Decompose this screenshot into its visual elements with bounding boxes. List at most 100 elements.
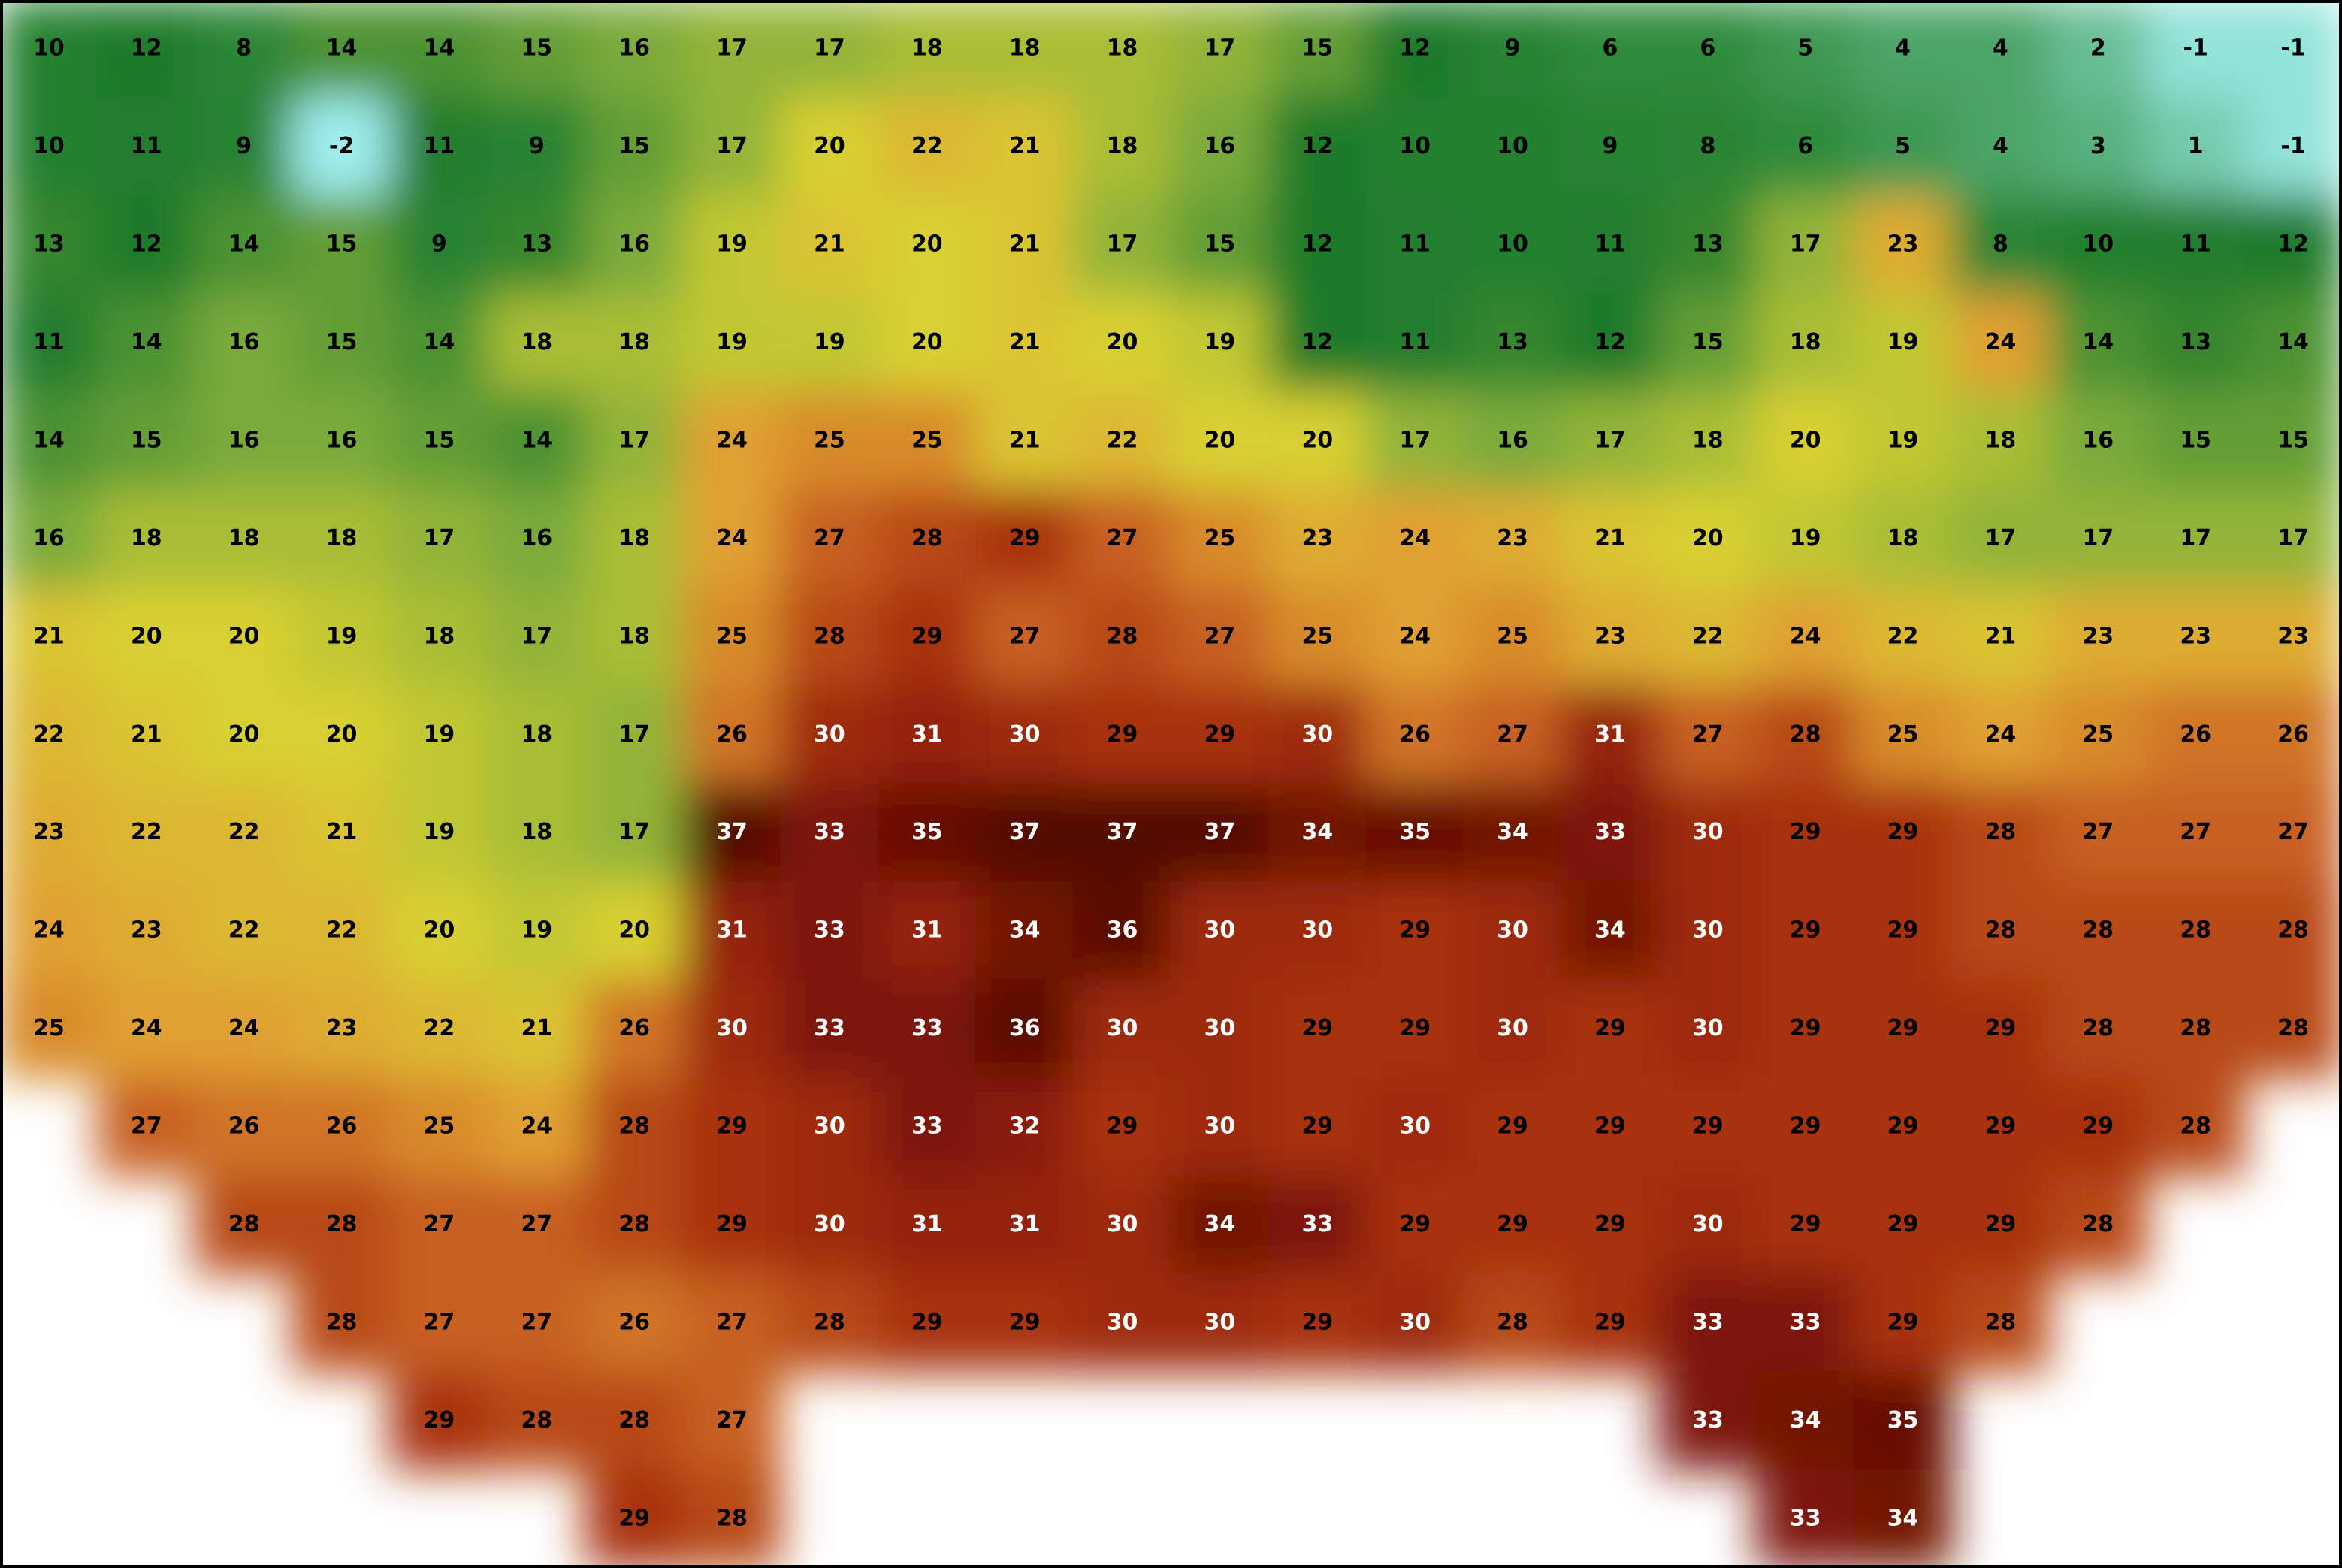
temperature-label: 30	[1692, 1015, 1724, 1041]
temperature-label: 15	[521, 35, 552, 62]
temperature-label: -1	[2280, 133, 2305, 159]
temperature-cell	[2146, 0, 2246, 99]
temperature-label: 17	[2180, 525, 2211, 551]
temperature-label: 17	[1107, 231, 1138, 258]
temperature-label: 29	[618, 1505, 650, 1531]
temperature-cell	[389, 783, 489, 883]
temperature-label: 30	[716, 1015, 748, 1041]
temperature-cell	[975, 1175, 1074, 1275]
temperature-label: 18	[1985, 427, 2017, 453]
temperature-cell	[1072, 881, 1172, 981]
temperature-cell	[877, 195, 977, 295]
temperature-cell	[1658, 489, 1757, 589]
temperature-label: 34	[1009, 917, 1041, 944]
temperature-cell	[1658, 979, 1757, 1079]
temperature-label: 11	[2180, 231, 2211, 258]
temperature-cell	[194, 489, 294, 589]
temperature-cell	[389, 1077, 489, 1177]
temperature-cell	[96, 391, 196, 491]
temperature-label: 23	[131, 917, 162, 944]
temperature-label: 18	[1107, 133, 1138, 159]
temperature-cell	[1072, 489, 1172, 589]
temperature-label: 17	[2277, 525, 2309, 551]
temperature-cell	[1170, 1273, 1270, 1373]
temperature-cell	[292, 1077, 391, 1177]
temperature-label: 12	[2277, 231, 2309, 258]
temperature-label: 20	[424, 917, 455, 944]
temperature-cell	[1658, 783, 1757, 883]
temperature-label: 30	[1204, 1113, 1236, 1140]
temperature-label: 2	[2090, 35, 2106, 62]
temperature-label: 29	[1399, 1211, 1431, 1237]
temperature-cell	[487, 195, 587, 295]
temperature-cell	[585, 1273, 684, 1373]
temperature-cell	[975, 685, 1074, 785]
temperature-cell	[1561, 1175, 1660, 1275]
temperature-label: 23	[2082, 623, 2114, 649]
temperature-cell	[1268, 97, 1367, 197]
temperature-cell	[194, 587, 294, 687]
temperature-cell	[585, 293, 684, 393]
temperature-label: 13	[1692, 231, 1724, 258]
temperature-label: 24	[716, 427, 748, 453]
temperature-label: 22	[131, 819, 162, 845]
temperature-label: 17	[716, 133, 748, 159]
temperature-label: 29	[1790, 1113, 1821, 1140]
temperature-label: 24	[131, 1015, 162, 1041]
temperature-label: 19	[1204, 329, 1236, 355]
temperature-cell	[389, 195, 489, 295]
temperature-cell	[682, 391, 781, 491]
temperature-label: 29	[1399, 917, 1431, 944]
temperature-cell	[877, 0, 977, 99]
temperature-label: 25	[1204, 525, 1236, 551]
temperature-label: 27	[2277, 819, 2309, 845]
temperature-label: 23	[33, 819, 65, 845]
temperature-label: 29	[1985, 1015, 2017, 1041]
temperature-label: 14	[2082, 329, 2114, 355]
temperature-label: 33	[1692, 1309, 1724, 1335]
temperature-cell	[975, 489, 1074, 589]
temperature-cell	[682, 1273, 781, 1373]
temperature-label: 5	[1797, 35, 1813, 62]
temperature-label: 17	[618, 427, 650, 453]
temperature-label: 29	[1399, 1015, 1431, 1041]
temperature-label: 21	[521, 1015, 552, 1041]
temperature-cell	[975, 881, 1074, 981]
temperature-cell	[1853, 1469, 1953, 1568]
temperature-label: 20	[911, 329, 943, 355]
temperature-cell	[1755, 391, 1855, 491]
temperature-label: 26	[1399, 721, 1431, 748]
temperature-label: 27	[424, 1309, 455, 1335]
temperature-cell	[1853, 195, 1953, 295]
temperature-label: 16	[1204, 133, 1236, 159]
temperature-label: 30	[1692, 1211, 1724, 1237]
temperature-cell	[389, 1175, 489, 1275]
temperature-label: 29	[716, 1113, 748, 1140]
temperature-cell	[1170, 881, 1270, 981]
temperature-label: 28	[2082, 1211, 2114, 1237]
temperature-cell	[975, 587, 1074, 687]
temperature-label: 22	[1887, 623, 1919, 649]
temperature-cell	[2244, 587, 2342, 687]
temperature-cell	[1170, 1077, 1270, 1177]
temperature-cell	[292, 881, 391, 981]
temperature-cell	[194, 0, 294, 99]
temperature-label: 17	[716, 35, 748, 62]
temperature-label: 20	[1204, 427, 1236, 453]
temperature-cell	[1463, 1273, 1562, 1373]
temperature-label: 21	[1594, 525, 1626, 551]
temperature-label: 25	[1887, 721, 1919, 748]
temperature-label: 8	[1993, 231, 2008, 258]
temperature-cell	[487, 391, 587, 491]
temperature-label: 18	[1887, 525, 1919, 551]
temperature-label: 27	[1107, 525, 1138, 551]
temperature-label: 25	[2082, 721, 2114, 748]
temperature-label: 14	[521, 427, 552, 453]
temperature-label: 28	[2180, 1113, 2211, 1140]
temperature-cell	[96, 293, 196, 393]
temperature-label: 22	[33, 721, 65, 748]
temperature-cell	[682, 195, 781, 295]
temperature-label: 31	[911, 721, 943, 748]
temperature-cell	[1365, 685, 1465, 785]
